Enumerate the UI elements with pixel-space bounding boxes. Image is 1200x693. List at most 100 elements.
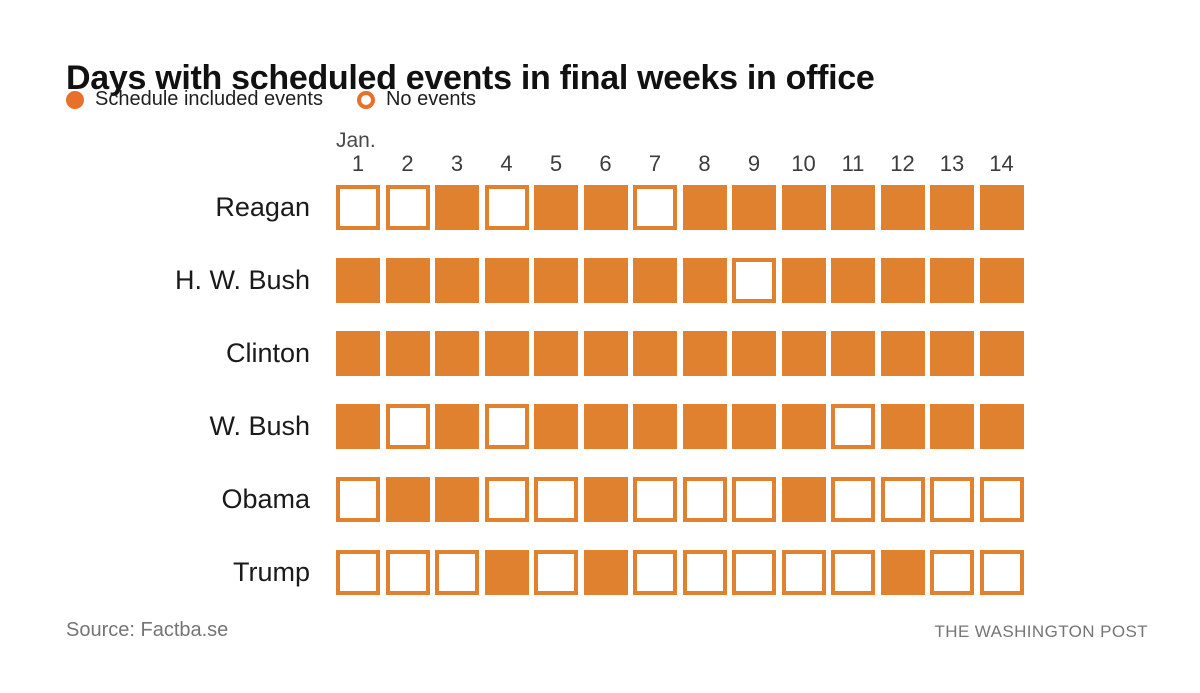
- day-label: 11: [841, 151, 865, 176]
- president-row: Reagan: [0, 185, 1200, 230]
- source-credit: Source: Factba.se: [66, 619, 229, 641]
- day-cell-events: [534, 331, 578, 376]
- day-cell-events: [979, 258, 1024, 303]
- day-cell-events: [979, 404, 1024, 449]
- day-cell-events: [781, 258, 826, 303]
- day-cell-events: [732, 331, 776, 376]
- day-label: 8: [698, 151, 711, 176]
- day-cell-events: [633, 404, 677, 449]
- day-cell-events: [583, 331, 628, 376]
- president-row: Obama: [0, 477, 1200, 522]
- day-cell-events: [435, 185, 479, 230]
- day-cell-events: [781, 477, 826, 522]
- day-cell-no-events: [484, 477, 529, 522]
- day-cell-events: [385, 477, 430, 522]
- day-cell-no-events: [484, 185, 529, 230]
- legend: Schedule included events No events: [66, 88, 476, 111]
- day-cell-no-events: [385, 185, 430, 230]
- day-cell-events: [682, 404, 727, 449]
- legend-item-empty: No events: [356, 88, 477, 111]
- day-cell-no-events: [336, 550, 380, 595]
- day-cell-events: [484, 550, 529, 595]
- day-cell-events: [682, 185, 727, 230]
- day-cell-no-events: [435, 550, 479, 595]
- day-label: 14: [989, 151, 1014, 176]
- day-cell-no-events: [633, 185, 677, 230]
- day-cells: [336, 258, 1024, 303]
- day-cell-events: [930, 404, 974, 449]
- day-cell-events: [583, 404, 628, 449]
- day-cell-events: [880, 331, 925, 376]
- day-label: 6: [599, 151, 612, 176]
- day-cell-events: [583, 258, 628, 303]
- day-cell-events: [831, 331, 875, 376]
- day-cell-events: [633, 258, 677, 303]
- day-cell-no-events: [682, 550, 727, 595]
- day-cell-events: [534, 404, 578, 449]
- president-label: Obama: [221, 484, 310, 514]
- day-cell-no-events: [979, 550, 1024, 595]
- day-cell-no-events: [336, 477, 380, 522]
- day-label: 5: [549, 151, 563, 176]
- president-row: W. Bush: [0, 404, 1200, 449]
- day-cell-events: [583, 185, 628, 230]
- day-cell-no-events: [534, 477, 578, 522]
- day-cell-events: [831, 185, 875, 230]
- day-label: 10: [791, 151, 816, 176]
- day-cell-no-events: [336, 185, 380, 230]
- president-label: H. W. Bush: [174, 265, 310, 295]
- legend-filled-label: Schedule included events: [95, 88, 323, 110]
- president-rows: Reagan H. W. Bush Clinton W. Bush Obama Trump: [0, 185, 1200, 595]
- day-label: 13: [939, 151, 965, 176]
- day-label: 7: [648, 151, 662, 176]
- day-cell-no-events: [930, 477, 974, 522]
- president-row: H. W. Bush: [0, 258, 1200, 303]
- day-cell-events: [732, 404, 776, 449]
- day-cell-events: [880, 404, 925, 449]
- day-cell-no-events: [831, 550, 875, 595]
- day-cell-no-events: [831, 404, 875, 449]
- calendar-heatmap: Jan. 1 2 3 4 5 6 7 8 9 10 11 12 13 14 Reagan H. W. Bus…: [0, 130, 1200, 595]
- day-label: 4: [500, 151, 513, 176]
- legend-item-filled: Schedule included events: [66, 88, 323, 111]
- day-cell-no-events: [930, 550, 974, 595]
- president-label: Trump: [232, 557, 310, 587]
- day-cell-no-events: [534, 550, 578, 595]
- president-label: Clinton: [225, 338, 310, 368]
- day-cell-events: [781, 331, 826, 376]
- days-header: 1 2 3 4 5 6 7 8 9 10 11 12 13 14: [336, 152, 1200, 176]
- day-cell-events: [880, 185, 925, 230]
- day-cell-events: [732, 185, 776, 230]
- day-cell-events: [435, 404, 479, 449]
- day-cell-events: [930, 185, 974, 230]
- day-cells: [336, 185, 1024, 230]
- day-cell-events: [583, 477, 628, 522]
- president-row: Trump: [0, 550, 1200, 595]
- day-cell-events: [583, 550, 628, 595]
- day-cell-events: [930, 258, 974, 303]
- day-cell-events: [781, 185, 826, 230]
- day-cell-events: [682, 258, 727, 303]
- day-cell-no-events: [682, 477, 727, 522]
- day-cell-no-events: [732, 477, 776, 522]
- legend-empty-label: No events: [385, 88, 477, 110]
- day-cell-events: [979, 331, 1024, 376]
- day-cell-events: [534, 185, 578, 230]
- day-cell-no-events: [633, 550, 677, 595]
- day-label: 2: [401, 151, 414, 176]
- day-cell-events: [930, 331, 974, 376]
- day-cell-no-events: [831, 477, 875, 522]
- day-cell-events: [633, 331, 677, 376]
- day-cell-events: [336, 258, 380, 303]
- day-cells: [336, 477, 1024, 522]
- day-cell-events: [880, 258, 925, 303]
- day-cells: [336, 404, 1024, 449]
- day-cell-events: [385, 331, 430, 376]
- day-label: 9: [747, 151, 761, 176]
- day-cells: [336, 331, 1024, 376]
- day-cell-no-events: [484, 404, 529, 449]
- day-cell-events: [435, 331, 479, 376]
- day-cell-events: [435, 477, 479, 522]
- day-cell-events: [781, 404, 826, 449]
- day-label: 3: [450, 151, 464, 176]
